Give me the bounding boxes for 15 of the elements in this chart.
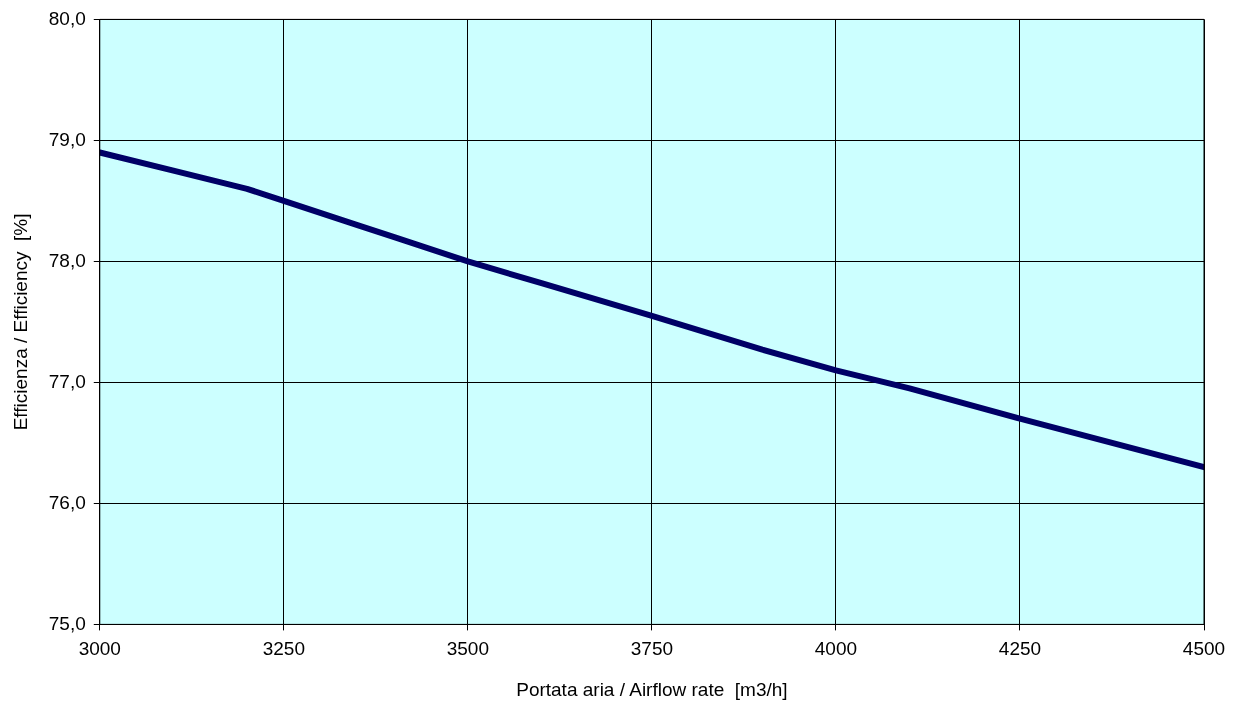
y-tick-label: 79,0	[48, 128, 86, 150]
x-tick-label: 3250	[262, 638, 305, 660]
x-axis-title: Portata aria / Airflow rate [m3/h]	[516, 678, 788, 700]
x-tick-label: 3000	[78, 638, 121, 660]
x-tick-label: 3500	[446, 638, 489, 660]
y-tick-label: 78,0	[48, 249, 86, 271]
x-tick-label: 4250	[998, 638, 1042, 660]
x-tick-label: 3750	[630, 638, 674, 660]
y-axis-title: Efficienza / Efficiency [%]	[9, 213, 31, 431]
y-tick-label: 80,0	[48, 7, 86, 29]
x-tick-label: 4500	[1182, 638, 1226, 660]
y-tick-label: 75,0	[48, 612, 86, 634]
y-tick-label: 77,0	[48, 370, 86, 392]
y-tick-label: 76,0	[48, 491, 86, 513]
x-tick-label: 4000	[814, 638, 858, 660]
